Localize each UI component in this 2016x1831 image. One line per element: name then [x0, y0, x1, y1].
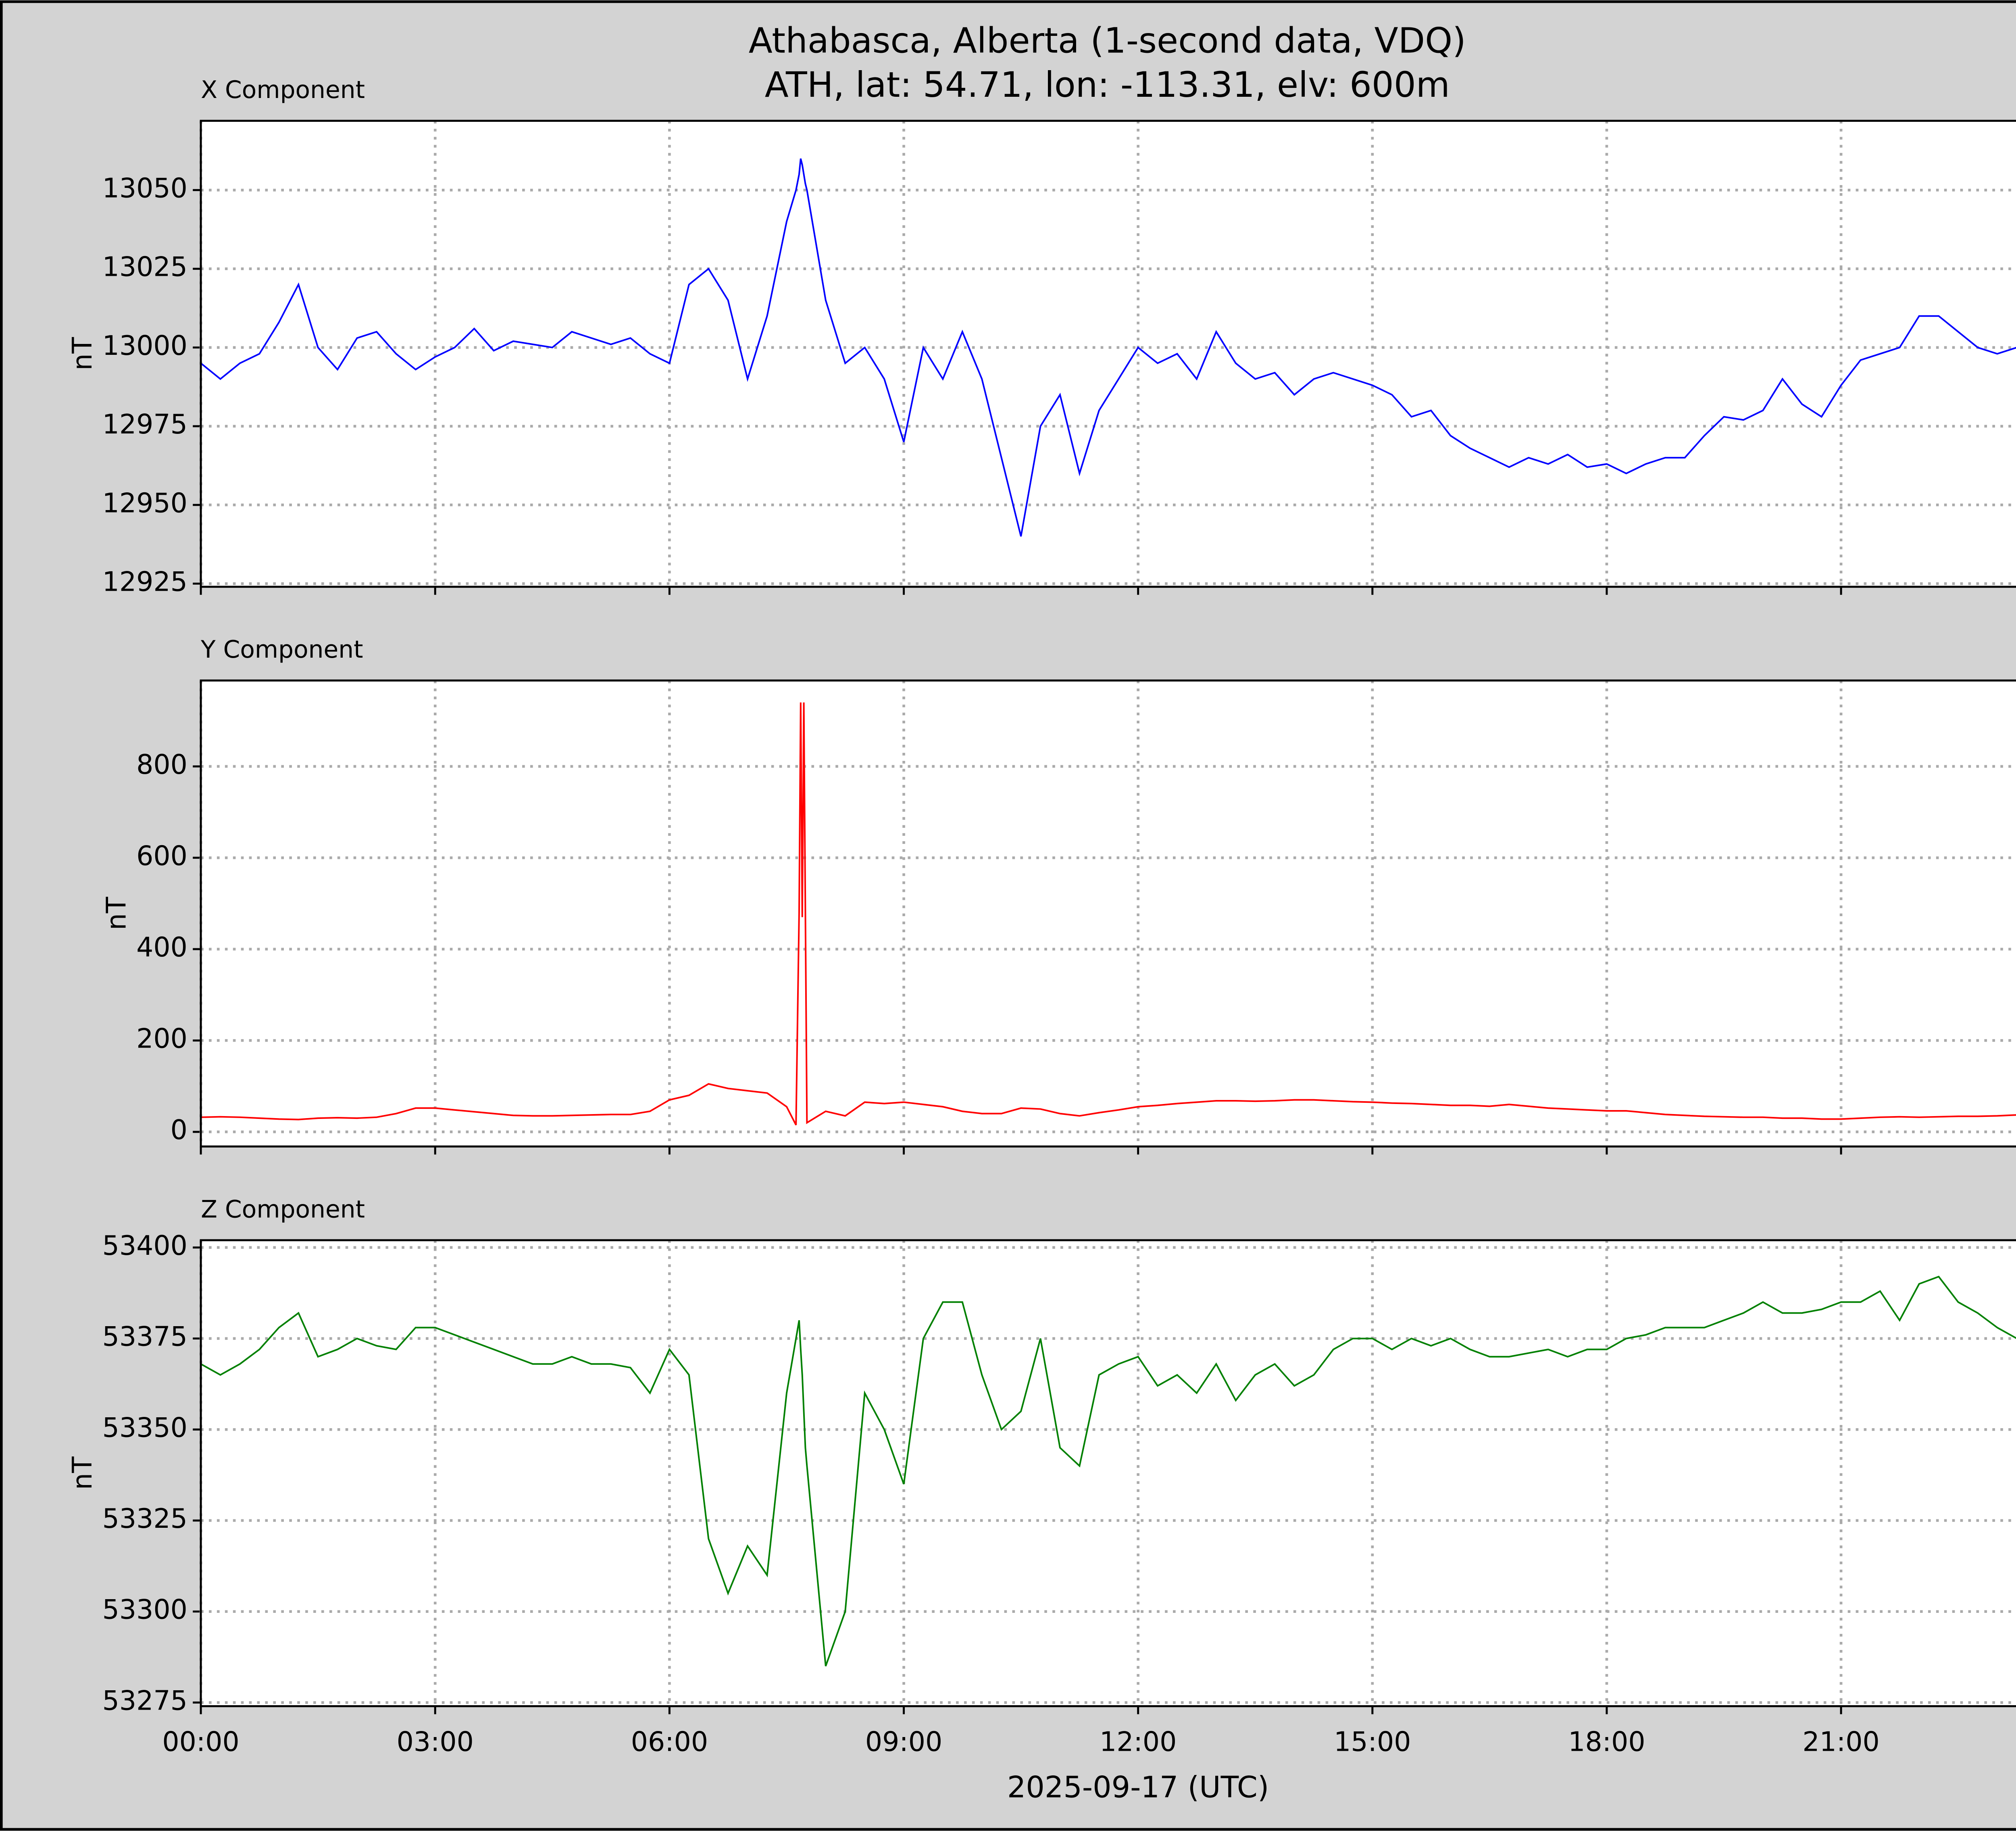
data-line: [200, 1275, 2016, 1666]
subplot-title: Z Component: [201, 1196, 365, 1223]
x-tick-label: 00:00: [162, 1726, 239, 1757]
y-tick-label: 53325: [102, 1503, 187, 1534]
plot-area: [201, 680, 2016, 1147]
subplot-title: Y Component: [200, 636, 363, 664]
subplot: Z Component 53275 53300 53325 53350 53375 5340…: [67, 1196, 2016, 1804]
y-axis-label: nT: [101, 897, 132, 930]
y-tick-label: 53275: [102, 1685, 187, 1716]
plot-frame: [200, 120, 2016, 588]
x-tick-label: 15:00: [1334, 1726, 1411, 1757]
y-tick-label: 800: [136, 749, 187, 780]
figure-subtitle: ATH, lat: 54.71, lon: -113.31, elv: 600m: [765, 65, 1450, 105]
y-tick-label: 13025: [102, 251, 187, 283]
y-tick-label: 13000: [102, 330, 187, 361]
subplot-title: X Component: [201, 76, 365, 104]
plot-area: [201, 121, 2016, 587]
y-tick-label: 53400: [102, 1230, 187, 1261]
y-tick-label: 53350: [102, 1412, 187, 1443]
x-tick-label: 09:00: [865, 1726, 942, 1757]
x-tick-label: 03:00: [397, 1726, 474, 1757]
y-tick-label: 400: [136, 931, 187, 963]
y-tick-label: 53375: [102, 1321, 187, 1352]
y-tick-label: 200: [136, 1023, 187, 1054]
x-tick-label: 18:00: [1568, 1726, 1645, 1757]
figure-title: Athabasca, Alberta (1-second data, VDQ): [749, 21, 1466, 61]
plot-frame: [200, 679, 2016, 1148]
x-tick-label: 12:00: [1100, 1726, 1177, 1757]
subplot: Y Component 0 200 400 600 800 nT: [101, 636, 2016, 1155]
y-tick-label: 53300: [102, 1594, 187, 1625]
subplot: X Component 12925 12950 12975 13000 13025 1305…: [67, 76, 2016, 598]
data-line: [201, 702, 2016, 1125]
x-axis-label: 2025-09-17 (UTC): [1007, 1770, 1269, 1804]
y-tick-label: 13050: [102, 172, 187, 204]
x-tick-label: 06:00: [631, 1726, 708, 1757]
data-line: [200, 158, 2016, 537]
plot-area: [201, 1240, 2016, 1706]
y-tick-label: 0: [171, 1114, 187, 1146]
y-tick-label: 12925: [102, 566, 187, 598]
x-tick-label: 21:00: [1802, 1726, 1879, 1757]
plot-frame: [200, 1239, 2016, 1707]
y-axis-label: nT: [67, 337, 98, 371]
y-tick-label: 600: [136, 840, 187, 871]
y-tick-label: 12975: [102, 408, 187, 440]
y-axis-label: nT: [67, 1456, 98, 1490]
y-tick-label: 12950: [102, 487, 187, 519]
